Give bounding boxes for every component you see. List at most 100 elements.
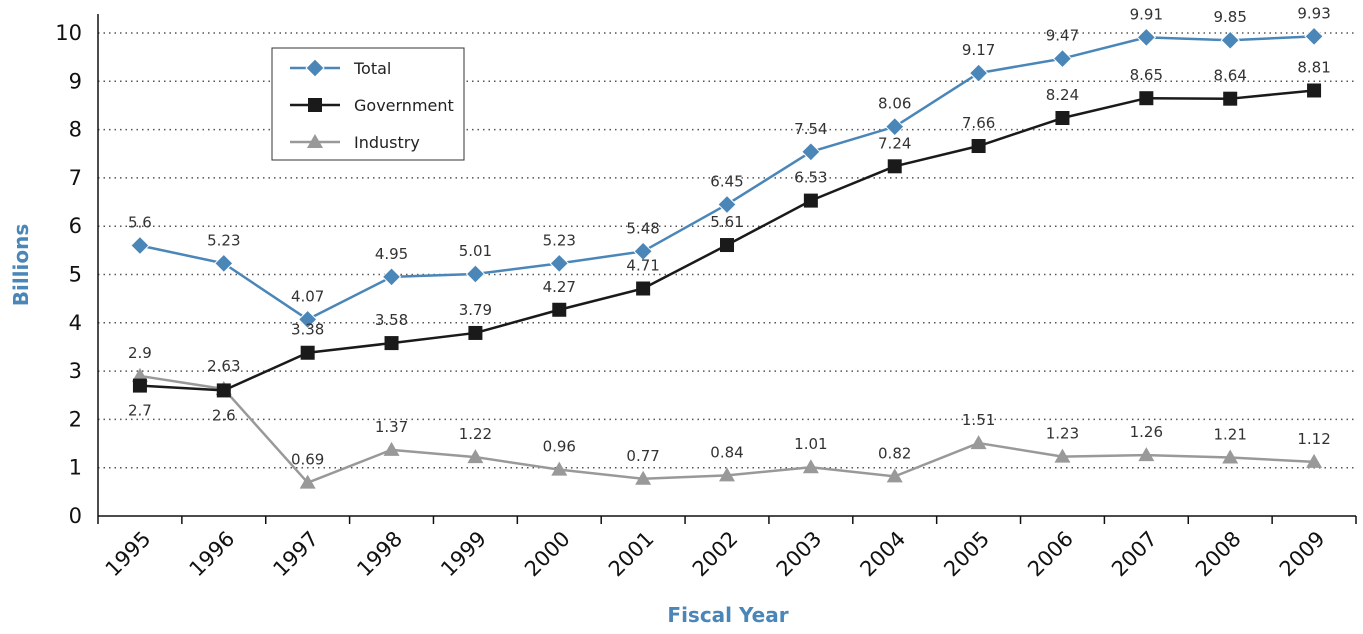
data-point-total [549, 253, 569, 274]
data-point-total [968, 63, 989, 83]
data-label-total: 4.95 [375, 245, 408, 263]
data-label-total: 5.23 [543, 231, 576, 249]
data-point-total [1304, 26, 1324, 47]
x-tick-label: 2000 [520, 527, 575, 582]
data-point-industry [299, 474, 316, 489]
data-label-industry: 1.12 [1297, 430, 1330, 448]
x-tick-label: 2009 [1275, 527, 1330, 582]
data-label-government: 8.64 [1213, 67, 1246, 85]
y-tick-label: 2 [69, 407, 82, 431]
data-point-industry [802, 459, 819, 474]
data-point-total [214, 253, 234, 274]
y-tick-labels: 0 1 2 3 4 5 6 7 8 9 10 [55, 21, 82, 528]
y-tick-label: 4 [69, 311, 82, 335]
data-label-total: 5.48 [626, 219, 659, 237]
data-point-government [132, 378, 147, 393]
data-label-government: 4.71 [626, 257, 659, 275]
data-label-government: 4.27 [543, 278, 576, 296]
x-axis-title: Fiscal Year [667, 603, 788, 627]
legend-marker-total [305, 58, 325, 78]
x-tick-label: 1996 [185, 527, 240, 582]
data-point-government [468, 325, 483, 340]
x-tick-label: 1998 [352, 527, 407, 582]
data-label-government: 6.53 [794, 169, 827, 187]
data-label-government: 8.81 [1297, 58, 1330, 76]
x-tick-label: 2008 [1191, 527, 1246, 582]
data-label-industry: 0.77 [626, 447, 659, 465]
y-tick-label: 8 [69, 118, 82, 142]
data-label-government: 7.24 [878, 134, 911, 152]
x-tick-label: 2005 [939, 527, 994, 582]
data-label-total: 9.85 [1213, 8, 1246, 26]
x-tick-label: 1997 [268, 527, 323, 582]
legend-label-government: Government [354, 96, 454, 115]
data-point-total [381, 267, 402, 287]
y-axis-title: Billions [9, 224, 33, 307]
data-label-government: 7.66 [962, 114, 995, 132]
x-tick-label: 1999 [436, 527, 491, 582]
data-point-government [1223, 91, 1238, 106]
data-point-government [216, 383, 231, 398]
y-tick-label: 10 [55, 21, 82, 45]
data-point-total [130, 235, 150, 256]
data-label-industry: 1.26 [1130, 423, 1163, 441]
data-label-industry: 1.22 [459, 425, 492, 443]
legend-marker-government [308, 98, 322, 112]
x-tick-label: 2001 [604, 527, 659, 582]
data-label-total: 9.91 [1130, 5, 1163, 23]
data-label-industry: 2.63 [207, 357, 240, 375]
data-point-government [1139, 91, 1154, 106]
x-tick-labels: 1995 1996 1997 1998 1999 2000 2001 2002 2003 2004… [101, 527, 1330, 582]
x-tick-label: 1995 [101, 527, 156, 582]
data-label-government: 3.58 [375, 311, 408, 329]
y-tick-label: 5 [69, 263, 82, 287]
data-point-industry [1138, 447, 1155, 462]
data-labels: 5.6 5.23 4.07 4.95 5.01 5.23 5.48 6.45 7.54 8.06 9… [128, 4, 1331, 468]
data-label-industry: 1.01 [794, 435, 827, 453]
data-point-total [717, 194, 737, 215]
data-point-industry [131, 367, 148, 382]
data-label-total: 6.45 [710, 172, 743, 190]
data-label-industry: 1.23 [1046, 425, 1079, 443]
data-point-government [971, 139, 986, 154]
data-label-industry: 0.69 [291, 451, 324, 469]
data-label-industry: 0.96 [543, 438, 576, 456]
data-point-total [885, 116, 905, 137]
data-point-government [720, 238, 734, 253]
data-point-government [384, 336, 399, 351]
data-label-total: 5.23 [207, 231, 240, 249]
x-tick-label: 2004 [856, 527, 911, 582]
data-label-government: 8.65 [1130, 66, 1163, 84]
data-point-industry [383, 441, 400, 456]
data-point-industry [886, 468, 903, 483]
legend: Total Government Industry [271, 47, 465, 161]
data-point-government [887, 159, 902, 174]
data-point-industry [1306, 453, 1323, 468]
data-label-total: 8.06 [878, 95, 911, 113]
data-point-government [300, 345, 315, 360]
x-tick-label: 2007 [1107, 527, 1162, 582]
data-label-total: 9.17 [962, 41, 995, 59]
data-point-industry [1054, 448, 1071, 463]
data-label-industry: 1.37 [375, 418, 408, 436]
data-label-industry: 0.82 [878, 444, 911, 462]
data-point-government [636, 281, 651, 296]
data-point-government [1307, 83, 1322, 98]
data-label-government: 8.24 [1046, 86, 1079, 104]
data-point-government [552, 302, 567, 317]
y-tick-label: 9 [69, 69, 82, 93]
data-point-industry [719, 467, 735, 482]
x-tick-label: 2006 [1023, 527, 1078, 582]
data-label-total: 4.07 [291, 287, 324, 305]
data-label-industry: 2.9 [128, 344, 152, 362]
data-label-government: 2.7 [128, 402, 152, 420]
legend-label-total: Total [353, 59, 391, 78]
data-point-total [297, 309, 318, 330]
series-markers [130, 26, 1324, 489]
data-label-government: 2.6 [212, 406, 236, 424]
axes [97, 14, 1357, 524]
data-point-total [633, 241, 653, 262]
data-label-total: 7.54 [794, 120, 827, 138]
y-tick-label: 3 [69, 359, 82, 383]
